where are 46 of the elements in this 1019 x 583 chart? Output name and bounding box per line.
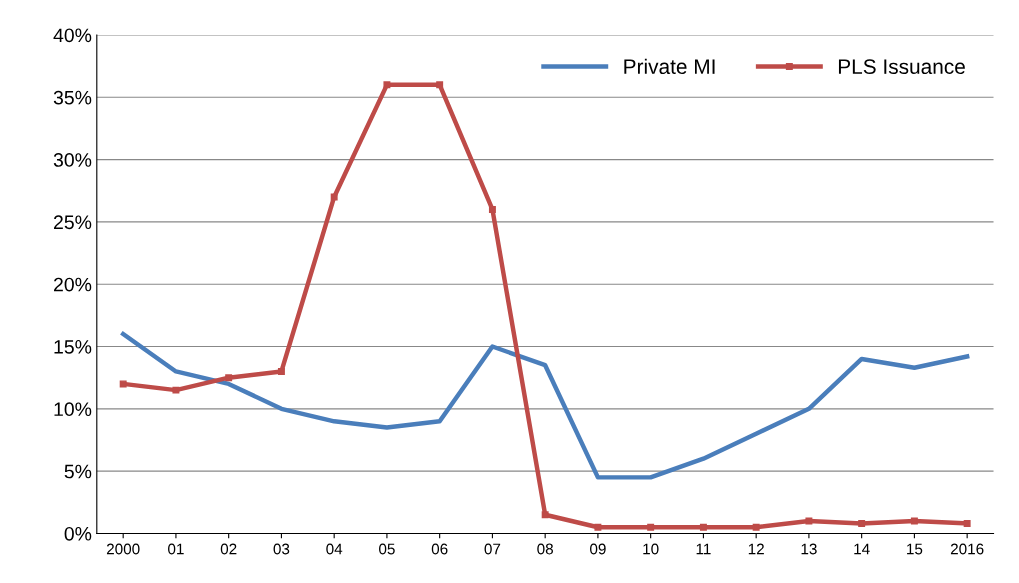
x-tick-label: 07	[484, 543, 501, 555]
y-tick-label: 35%	[53, 90, 92, 105]
legend-label: PLS Issuance	[838, 59, 965, 75]
x-tick-label: 15	[907, 543, 923, 555]
x-tick-label: 04	[326, 543, 343, 555]
x-tick-label: 05	[379, 543, 395, 555]
x-tick-label: 13	[801, 543, 817, 555]
point	[488, 205, 496, 213]
y-tick-label: 10%	[54, 402, 92, 417]
point	[541, 511, 549, 519]
point	[858, 520, 866, 527]
y-tick-label: 0%	[64, 526, 92, 541]
x-tick-label: 10	[643, 543, 659, 555]
legend-label: Private MI	[624, 58, 715, 75]
y-tick-label: 5%	[64, 464, 92, 479]
x-tick-label: 09	[590, 543, 606, 555]
point	[119, 380, 127, 388]
x-tick-label: 02	[220, 543, 237, 555]
point	[752, 523, 760, 531]
line-series	[120, 331, 970, 480]
point	[594, 523, 602, 531]
x-tick-label: 2000	[106, 543, 140, 555]
y-tick-label: 25%	[54, 215, 92, 230]
point	[910, 517, 918, 525]
x-tick-label: 11	[696, 543, 711, 555]
point	[383, 81, 391, 89]
x-tick-label: 14	[854, 543, 870, 555]
x-tick-label: 08	[537, 543, 553, 555]
x-tick-label: 06	[431, 543, 448, 555]
point	[436, 81, 444, 89]
point	[172, 386, 180, 394]
y-tick-label: 30%	[53, 153, 92, 167]
point	[225, 374, 233, 382]
x-tick-label: 12	[748, 543, 764, 555]
y-tick-label: 15%	[54, 340, 92, 354]
x-tick-label: 2016	[950, 543, 984, 555]
point	[805, 517, 813, 525]
x-tick-label: 03	[273, 543, 290, 555]
y-tick-label: 20%	[54, 277, 92, 292]
y-tick-label: 40%	[53, 28, 92, 43]
point	[963, 520, 971, 527]
point	[330, 193, 338, 201]
point	[277, 367, 285, 375]
point	[647, 523, 655, 531]
x-tick-label: 01	[168, 543, 184, 555]
point	[699, 523, 707, 531]
